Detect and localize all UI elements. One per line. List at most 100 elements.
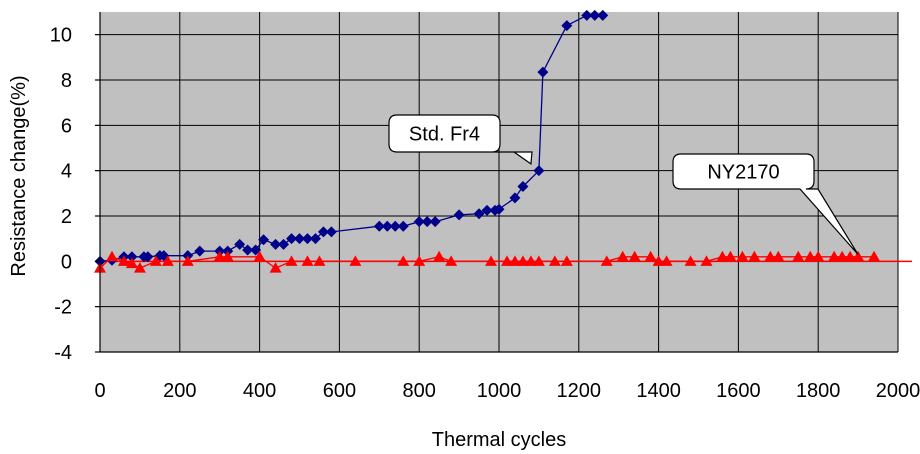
data-point-triangle	[560, 255, 573, 266]
data-point-triangle	[616, 250, 629, 262]
data-point-triangle	[804, 250, 817, 262]
data-point-diamond	[309, 233, 321, 245]
data-point-diamond	[242, 244, 254, 256]
data-point-diamond	[597, 9, 609, 21]
data-point-diamond	[250, 244, 262, 256]
data-point-diamond	[493, 203, 505, 215]
y-tick-labels: -4 -2 0 2 4 6 8 10	[50, 25, 72, 364]
callout-bubble	[388, 114, 533, 165]
data-point-diamond	[373, 220, 385, 232]
data-point-diamond	[473, 208, 485, 220]
data-point-triangle	[485, 255, 498, 266]
data-point-triangle	[852, 250, 865, 262]
data-point-triangle	[105, 250, 118, 262]
data-point-triangle	[508, 255, 521, 266]
data-point-triangle	[644, 250, 657, 262]
callout: Std. Fr4	[388, 114, 533, 165]
data-point-triangle	[828, 250, 841, 262]
data-point-triangle	[844, 250, 857, 262]
axis-layer	[95, 12, 898, 353]
data-point-triangle	[221, 250, 234, 262]
series-layer	[94, 9, 881, 273]
data-point-triangle	[349, 255, 362, 266]
callout-label: Std. Fr4	[409, 124, 480, 146]
x-tick-label: 600	[323, 380, 356, 402]
data-point-triangle	[792, 250, 805, 262]
data-point-triangle	[748, 250, 761, 262]
y-tick-label: 2	[61, 206, 72, 228]
data-point-triangle	[736, 250, 749, 262]
data-point-diamond	[589, 9, 601, 21]
data-point-triangle	[524, 255, 537, 266]
y-tick-label: 8	[61, 70, 72, 92]
data-point-diamond	[413, 216, 425, 228]
x-tick-labels: 0 200 400 600 800 1000 1200 1400 1600 1800 2000	[94, 380, 920, 402]
data-point-diamond	[537, 66, 549, 78]
data-point-diamond	[509, 192, 521, 204]
x-tick-label: 0	[94, 380, 105, 402]
data-point-diamond	[325, 226, 337, 238]
data-point-triangle	[716, 250, 729, 262]
data-point-triangle	[700, 255, 713, 266]
data-point-triangle	[532, 255, 545, 266]
series-triangle	[94, 250, 881, 273]
data-point-triangle	[253, 250, 266, 262]
data-point-triangle	[117, 255, 130, 266]
data-point-diamond	[381, 220, 393, 232]
data-point-diamond	[301, 233, 313, 245]
data-point-triangle	[724, 250, 737, 262]
data-point-triangle	[125, 257, 138, 269]
data-point-triangle	[181, 255, 194, 266]
data-point-triangle	[433, 250, 446, 262]
data-point-diamond	[389, 220, 401, 232]
data-point-diamond	[234, 238, 246, 250]
data-point-diamond	[453, 209, 465, 221]
data-point-triangle	[600, 255, 613, 266]
data-point-triangle	[500, 255, 513, 266]
data-point-diamond	[517, 181, 529, 193]
y-tick-label: -4	[54, 342, 72, 364]
data-point-diamond	[317, 226, 329, 238]
data-point-diamond	[581, 9, 593, 21]
data-point-triangle	[149, 255, 162, 266]
data-point-triangle	[413, 255, 426, 266]
callouts: Std. Fr4 NY2170	[388, 114, 859, 255]
callout-label: NY2170	[707, 162, 779, 184]
data-point-diamond	[278, 238, 290, 250]
data-point-triangle	[269, 262, 282, 273]
x-tick-label: 1600	[716, 380, 761, 402]
data-point-diamond	[270, 238, 282, 250]
callout-bubble	[672, 153, 859, 255]
data-point-diamond	[429, 216, 441, 228]
data-point-diamond	[294, 233, 305, 245]
data-point-diamond	[286, 233, 298, 245]
x-tick-label: 2000	[876, 380, 920, 402]
data-point-triangle	[684, 255, 697, 266]
y-tick-label: 10	[50, 25, 72, 47]
data-point-diamond	[194, 245, 206, 257]
data-point-triangle	[812, 250, 825, 262]
data-point-triangle	[628, 250, 641, 262]
data-point-triangle	[548, 255, 561, 266]
data-point-triangle	[660, 255, 673, 266]
y-tick-label: 0	[61, 251, 72, 273]
y-axis-title: Resistance change(%)	[8, 75, 30, 276]
data-point-triangle	[516, 255, 529, 266]
data-point-diamond	[481, 204, 493, 216]
data-point-triangle	[772, 250, 785, 262]
x-tick-label: 800	[403, 380, 436, 402]
x-tick-label: 1200	[557, 380, 602, 402]
data-point-triangle	[868, 250, 881, 262]
x-tick-label: 400	[243, 380, 276, 402]
data-point-triangle	[213, 250, 226, 262]
y-tick-label: 4	[61, 161, 72, 183]
data-point-triangle	[652, 255, 665, 266]
data-point-triangle	[836, 250, 849, 262]
data-point-diamond	[533, 165, 545, 177]
callout: NY2170	[672, 153, 859, 255]
x-tick-label: 1000	[477, 380, 522, 402]
x-tick-label: 1400	[636, 380, 681, 402]
data-point-diamond	[421, 216, 433, 228]
